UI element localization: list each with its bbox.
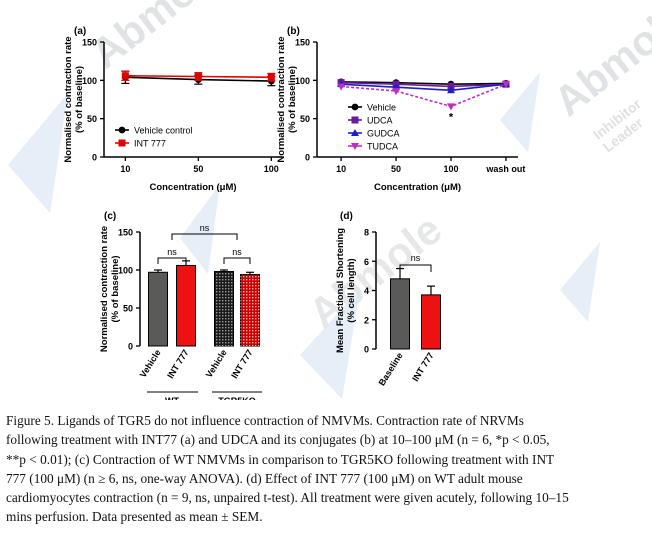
b-legend-label: TUDCA <box>367 142 398 152</box>
b-y-tick-label: 150 <box>295 38 310 48</box>
a-y-tick-label: 100 <box>82 76 97 86</box>
b-legend-marker <box>351 129 359 136</box>
b-legend-label: UDCA <box>367 116 393 126</box>
c-bar-pattern <box>214 271 234 346</box>
a-point <box>121 72 129 80</box>
b-y-label: Normalised contraction rate(% of baselin… <box>276 36 298 162</box>
b-annotation: * <box>449 111 454 123</box>
b-legend-label: Vehicle <box>367 103 396 113</box>
caption-line-3: **p < 0.01); (c) Contraction of WT NMVMs… <box>6 451 555 467</box>
a-panel-label: (a) <box>74 26 86 37</box>
a-x-tick-label: 10 <box>120 164 130 174</box>
b-point <box>447 86 455 94</box>
c-bar <box>176 264 196 347</box>
c-sig-ko-label: ns <box>232 247 242 257</box>
a-x-tick-label: 50 <box>193 164 203 174</box>
b-y-tick-label: 50 <box>300 114 310 124</box>
d-sig-bracket <box>399 264 432 272</box>
a-y-tick-label: 0 <box>92 153 97 163</box>
d-y-label: Mean Fractional Shortening(% cell length… <box>335 228 357 353</box>
d-category-label: Baseline <box>377 351 405 388</box>
c-category-label: INT 777 <box>229 348 254 380</box>
d-y-tick-label: 0 <box>364 345 369 355</box>
figure-caption: Figure 5. Ligands of TGR5 do not influen… <box>6 411 646 527</box>
c-category-label: INT 777 <box>165 348 190 380</box>
c-sig-cross-bracket <box>171 233 238 240</box>
a-y-tick-label: 150 <box>82 38 97 48</box>
caption-line-4: 777 (100 μM) (n ≥ 6, ns, one-way ANOVA).… <box>6 470 523 486</box>
watermark-shape <box>500 72 540 152</box>
b-x-tick-label: 10 <box>336 164 346 174</box>
b-series-line <box>341 81 506 85</box>
c-y-tick-label: 50 <box>123 304 133 314</box>
a-legend-marker <box>118 126 126 134</box>
c-bar <box>148 271 168 347</box>
a-y-tick-label: 50 <box>87 114 97 124</box>
a-x-tick-label: 100 <box>264 164 279 174</box>
c-sig-wt-bracket <box>157 257 187 264</box>
a-point <box>194 73 202 80</box>
a-legend-label: INT 777 <box>134 139 166 149</box>
b-x-tick-label: 100 <box>443 164 458 174</box>
d-category-label: INT 777 <box>410 351 435 383</box>
caption-line-2: following treatment with INT77 (a) and U… <box>6 432 550 448</box>
watermark-shape <box>180 184 220 274</box>
watermark-shape <box>560 242 600 322</box>
b-x-label: Concentration (μM) <box>374 182 461 193</box>
d-y-tick-label: 6 <box>364 257 369 267</box>
b-series-line <box>341 83 507 108</box>
caption-line-6: mins perfusion. Data presented as mean ±… <box>6 509 263 525</box>
caption-line-1: Figure 5. Ligands of TGR5 do not influen… <box>6 413 524 428</box>
c-group-label-ko: TGR5KO <box>218 396 256 400</box>
c-y-tick-label: 0 <box>128 342 133 352</box>
watermark-shape <box>8 93 68 213</box>
c-y-tick-label: 100 <box>118 266 133 276</box>
b-legend-marker <box>351 116 359 124</box>
a-y-label: Normalised contraction rate(% of baselin… <box>63 36 85 162</box>
a-x-label: Concentration (μM) <box>149 182 236 193</box>
c-bar-pattern <box>240 274 260 346</box>
d-y-tick-label: 8 <box>364 228 369 238</box>
b-legend-marker <box>351 143 359 150</box>
d-y-tick-label: 2 <box>364 315 369 325</box>
watermark-shape <box>300 289 360 399</box>
b-y-tick-label: 0 <box>305 153 310 163</box>
b-x-tick-label: wash out <box>485 164 525 174</box>
b-point <box>392 88 401 96</box>
watermark-shapes <box>8 72 600 399</box>
caption-line-5: cardiomyocytes contraction (n = 9, ns, u… <box>6 490 569 506</box>
b-x-tick-label: 50 <box>391 164 401 174</box>
d-panel-label: (d) <box>340 211 353 222</box>
a-point <box>267 73 275 81</box>
c-y-tick-label: 150 <box>118 228 133 238</box>
b-panel-label: (b) <box>287 26 300 37</box>
b-series-line <box>341 81 506 88</box>
c-category-label: Vehicle <box>138 348 163 380</box>
b-point <box>501 81 510 89</box>
c-sig-cross-label: ns <box>200 223 210 233</box>
b-point <box>447 103 455 111</box>
c-category-label: Vehicle <box>204 348 229 380</box>
d-y-tick-label: 4 <box>364 286 369 296</box>
c-y-label: Normalised contraction rate(% of baselin… <box>99 226 121 352</box>
c-group-label-wt: WT <box>165 396 179 400</box>
c-panel-label: (c) <box>104 211 116 222</box>
b-legend-label: GUDCA <box>367 129 400 139</box>
a-legend-marker <box>118 139 126 147</box>
c-sig-wt-label: ns <box>167 247 177 257</box>
b-y-tick-label: 100 <box>295 76 310 86</box>
a-legend-label: Vehicle control <box>134 126 193 136</box>
d-sig-label: ns <box>411 253 421 263</box>
b-legend-marker <box>351 103 359 111</box>
d-bar <box>421 294 441 350</box>
d-bar <box>390 278 410 350</box>
b-point <box>337 83 346 91</box>
b-series-line <box>341 83 507 92</box>
c-sig-ko-bracket <box>223 257 251 264</box>
panel-d: (d) 0 2 4 6 8 Mean Fractional Shortening(% cel… <box>335 211 441 387</box>
